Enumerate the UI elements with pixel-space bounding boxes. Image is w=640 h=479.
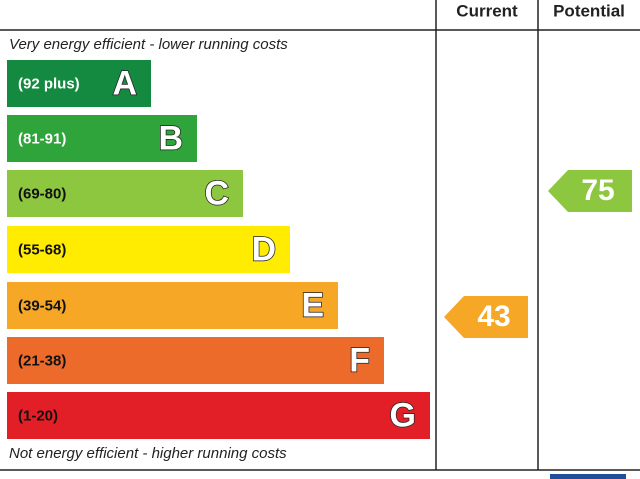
band-letter: G — [390, 396, 416, 434]
band-bar — [7, 337, 384, 384]
band-range: (1-20) — [18, 407, 58, 424]
band-range: (21-38) — [18, 352, 66, 369]
potential-arrow — [548, 170, 632, 212]
band-range: (55-68) — [18, 241, 66, 258]
potential-header: Potential — [553, 1, 625, 20]
band-bar — [7, 392, 430, 439]
band-bar — [7, 282, 338, 329]
current-score: 43 — [477, 300, 510, 333]
band-letter: F — [349, 341, 370, 379]
band-letter: A — [112, 64, 137, 102]
band-bar — [7, 170, 243, 217]
top-note: Very energy efficient - lower running co… — [9, 36, 288, 53]
current-header: Current — [456, 1, 518, 20]
bottom-note: Not energy efficient - higher running co… — [9, 445, 287, 462]
band-letter: D — [251, 230, 276, 268]
band-letter: E — [301, 286, 324, 324]
band-range: (92 plus) — [18, 75, 80, 92]
band-bar — [7, 115, 197, 162]
band-range: (39-54) — [18, 297, 66, 314]
current-arrow — [444, 296, 528, 338]
band-range: (69-80) — [18, 185, 66, 202]
band-bar — [7, 60, 151, 107]
next-bar — [550, 474, 626, 479]
potential-score: 75 — [581, 174, 614, 207]
band-letter: C — [204, 174, 229, 212]
band-letter: B — [158, 119, 183, 157]
band-range: (81-91) — [18, 130, 66, 147]
band-bar — [7, 226, 290, 273]
